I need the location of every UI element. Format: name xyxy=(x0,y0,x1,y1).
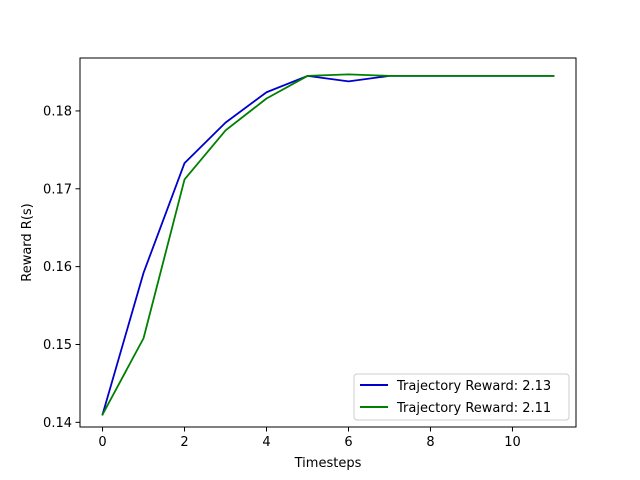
legend-label-0: Trajectory Reward: 2.13 xyxy=(396,379,551,394)
series-line-1 xyxy=(101,73,555,416)
x-axis-label: Timesteps xyxy=(294,456,362,471)
x-tick-label: 6 xyxy=(344,435,352,450)
x-tick-label: 8 xyxy=(426,435,434,450)
y-tick-label: 0.17 xyxy=(43,182,72,197)
legend-label-1: Trajectory Reward: 2.11 xyxy=(396,401,551,416)
plot-frame xyxy=(79,57,577,428)
y-tick-label: 0.14 xyxy=(43,416,72,431)
y-tick-label: 0.15 xyxy=(43,338,72,353)
x-axis-ticks: 0 2 4 6 8 10 xyxy=(98,427,521,450)
series-layer xyxy=(101,73,555,416)
x-tick-label: 4 xyxy=(262,435,270,450)
legend: Trajectory Reward: 2.13 Trajectory Rewar… xyxy=(353,373,570,421)
y-tick-label: 0.18 xyxy=(43,104,72,119)
y-axis-label: Reward R(s) xyxy=(20,203,35,282)
x-tick-label: 10 xyxy=(504,435,521,450)
x-tick-label: 0 xyxy=(98,435,106,450)
y-axis-ticks: 0.14 0.15 0.16 0.17 0.18 xyxy=(43,104,80,431)
x-tick-label: 2 xyxy=(180,435,188,450)
plot-area xyxy=(80,58,576,427)
y-tick-label: 0.16 xyxy=(43,260,72,275)
legend-box xyxy=(353,373,570,421)
